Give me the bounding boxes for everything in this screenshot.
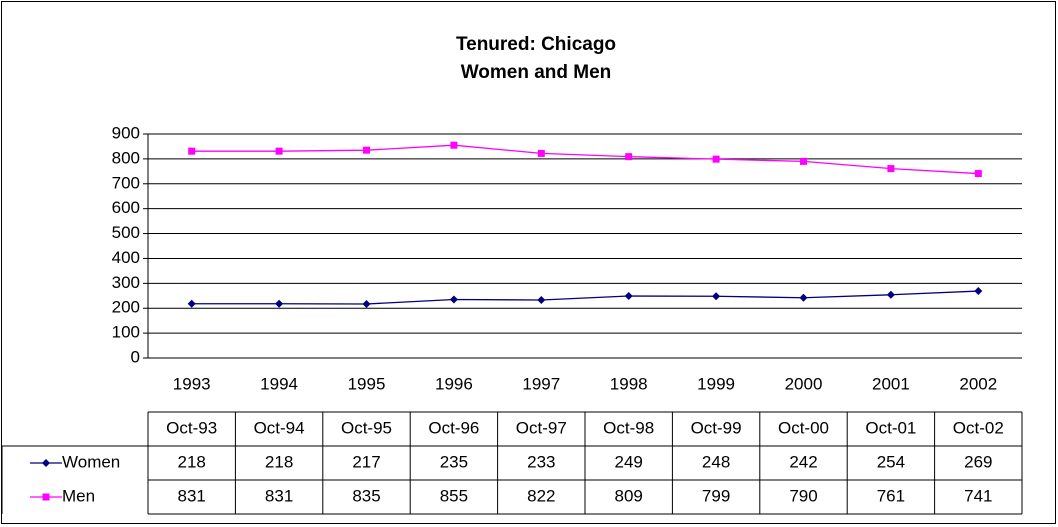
- marker: [886, 290, 895, 299]
- table-cell: 269: [964, 452, 992, 471]
- table-header: Oct-97: [516, 418, 567, 437]
- table-cell: 831: [265, 486, 293, 505]
- marker: [800, 157, 807, 165]
- table-header: Oct-93: [166, 418, 217, 437]
- marker: [449, 295, 458, 304]
- table-cell: 242: [789, 452, 817, 471]
- marker: [974, 170, 982, 178]
- series-line: [191, 144, 979, 175]
- table-header: Oct-00: [778, 418, 829, 437]
- table-cell: 809: [615, 486, 643, 505]
- table-cell: 235: [440, 452, 468, 471]
- table-header: Oct-96: [428, 418, 479, 437]
- table-header: Oct-98: [603, 418, 654, 437]
- y-tick-label: 300: [112, 273, 140, 292]
- table-cell: 249: [615, 452, 643, 471]
- table-cell: 741: [964, 486, 992, 505]
- marker: [974, 287, 983, 296]
- x-tick-label: 1998: [610, 374, 648, 393]
- x-tick-label: 1996: [435, 374, 473, 393]
- y-tick-label: 0: [131, 347, 140, 366]
- marker: [363, 146, 370, 154]
- table-cell: 254: [877, 452, 905, 471]
- legend-marker: [42, 493, 50, 501]
- x-tick-label: 1999: [697, 374, 735, 393]
- chart-subtitle: Women and Men: [461, 62, 612, 83]
- marker: [275, 299, 284, 308]
- marker: [188, 147, 196, 155]
- y-tick-label: 200: [112, 298, 140, 317]
- marker: [625, 153, 633, 161]
- y-tick-label: 500: [112, 223, 140, 242]
- x-tick-label: 2001: [872, 374, 910, 393]
- table-cell: 790: [789, 486, 817, 505]
- series-line: [191, 290, 979, 305]
- marker: [450, 141, 458, 149]
- y-tick-label: 600: [112, 198, 140, 217]
- marker: [887, 165, 895, 173]
- x-tick-label: 1993: [173, 374, 211, 393]
- marker: [712, 292, 721, 301]
- legend-label: Men: [62, 486, 95, 505]
- table-cell: 831: [178, 486, 206, 505]
- y-tick-label: 700: [112, 173, 140, 192]
- table-cell: 217: [352, 452, 380, 471]
- table-cell: 233: [527, 452, 555, 471]
- table-cell: 218: [265, 452, 293, 471]
- x-tick-label: 1994: [260, 374, 298, 393]
- table-header: Oct-02: [953, 418, 1004, 437]
- marker: [799, 293, 808, 302]
- x-tick-label: 2000: [785, 374, 823, 393]
- y-tick-label: 800: [112, 148, 140, 167]
- legend-label: Women: [62, 452, 120, 471]
- x-tick-label: 2002: [959, 374, 997, 393]
- table-cell: 799: [702, 486, 730, 505]
- table-cell: 761: [877, 486, 905, 505]
- y-tick-label: 900: [112, 123, 140, 142]
- legend-marker: [42, 459, 50, 467]
- x-tick-label: 1995: [348, 374, 386, 393]
- table-cell: 855: [440, 486, 468, 505]
- marker: [712, 155, 720, 163]
- marker: [537, 296, 546, 305]
- x-tick-label: 1997: [522, 374, 560, 393]
- table-cell: 835: [352, 486, 380, 505]
- y-tick-label: 100: [112, 323, 140, 342]
- table-cell: 248: [702, 452, 730, 471]
- table-header: Oct-94: [254, 418, 305, 437]
- marker: [362, 299, 371, 308]
- table-header: Oct-01: [865, 418, 916, 437]
- marker: [187, 299, 196, 308]
- table-cell: 822: [527, 486, 555, 505]
- chart-title: Tenured: Chicago: [456, 34, 616, 55]
- table-header: Oct-95: [341, 418, 392, 437]
- marker: [275, 147, 283, 155]
- marker: [537, 149, 545, 157]
- table-header: Oct-99: [691, 418, 742, 437]
- table-cell: 218: [178, 452, 206, 471]
- y-tick-label: 400: [112, 248, 140, 267]
- marker: [624, 292, 633, 301]
